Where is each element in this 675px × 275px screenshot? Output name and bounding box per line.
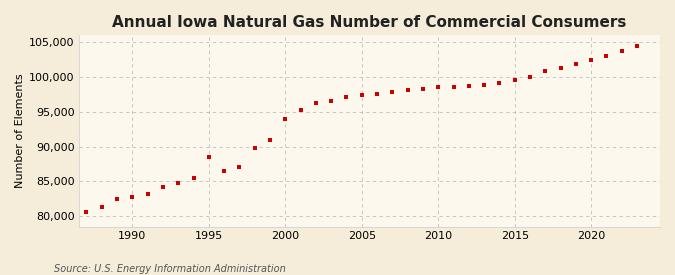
Point (433, 85, 443, 90)
Point (356, 93, 367, 97)
Text: Source: U.S. Energy Information Administration: Source: U.S. Energy Information Administ… (54, 264, 286, 274)
Point (372, 92, 383, 96)
Point (402, 88, 413, 92)
Point (97, 205, 107, 209)
Point (310, 101, 321, 105)
Point (81, 210, 92, 214)
Point (249, 146, 260, 150)
Point (601, 54, 612, 58)
Point (556, 66, 566, 70)
Point (387, 90, 398, 95)
Point (265, 138, 275, 142)
Point (295, 108, 306, 112)
Point (111, 197, 122, 201)
Point (448, 85, 459, 89)
Point (570, 62, 581, 66)
Point (280, 117, 291, 121)
Point (510, 78, 520, 82)
Point (203, 155, 214, 159)
Point (127, 194, 138, 199)
Point (326, 98, 337, 103)
Point (142, 192, 153, 196)
Point (188, 176, 199, 180)
Point (494, 81, 505, 86)
Point (632, 43, 643, 48)
Point (173, 181, 184, 185)
Point (464, 84, 475, 88)
Point (524, 75, 535, 79)
Point (219, 169, 230, 173)
Point (586, 57, 597, 62)
Point (157, 185, 168, 189)
Point (479, 83, 489, 88)
Title: Annual Iowa Natural Gas Number of Commercial Consumers: Annual Iowa Natural Gas Number of Commer… (112, 15, 626, 30)
Point (234, 165, 245, 170)
Y-axis label: Number of Elements: Number of Elements (15, 74, 25, 188)
Point (540, 69, 551, 74)
Point (616, 48, 627, 53)
Point (418, 87, 429, 91)
Point (341, 94, 352, 99)
